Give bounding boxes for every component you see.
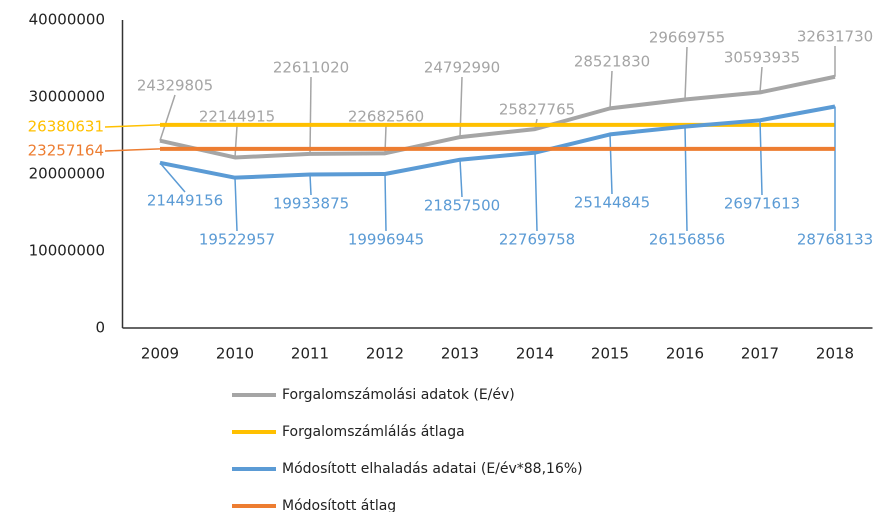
y-tick-label: 30000000: [29, 88, 105, 106]
data-label: 24792990: [424, 59, 500, 77]
data-label: 21449156: [147, 192, 223, 210]
data-label: 19522957: [199, 231, 275, 249]
leader-line: [309, 76, 312, 154]
leader-line: [459, 159, 463, 198]
y-tick-label: 40000000: [29, 11, 105, 29]
leader-line: [459, 76, 463, 138]
data-label: 25144845: [574, 194, 650, 212]
leader-line: [684, 126, 688, 232]
data-label: 26380631: [28, 118, 104, 136]
data-label: 25827765: [499, 101, 575, 119]
y-tick-label: 20000000: [29, 165, 105, 183]
data-label: 22769758: [499, 231, 575, 249]
series-line: [159, 74, 836, 160]
leader-line: [759, 120, 763, 196]
data-label: 21857500: [424, 197, 500, 215]
x-tick-label: 2011: [291, 345, 329, 363]
data-label: 28768133: [797, 231, 873, 249]
x-tick-label: 2009: [141, 345, 179, 363]
data-label: 19996945: [348, 231, 424, 249]
x-tick-label: 2017: [741, 345, 779, 363]
x-tick-label: 2012: [366, 345, 404, 363]
leader-line: [759, 66, 763, 93]
data-label: 29669755: [649, 29, 725, 47]
leader-line: [609, 70, 613, 109]
leader-line: [104, 124, 161, 128]
data-label: 19933875: [273, 195, 349, 213]
leader-line: [384, 174, 387, 232]
x-tick-label: 2014: [516, 345, 554, 363]
data-label: 22611020: [273, 59, 349, 77]
data-label: 30593935: [724, 49, 800, 67]
data-label: 22682560: [348, 108, 424, 126]
leader-line: [609, 134, 613, 195]
data-label: 28521830: [574, 53, 650, 71]
leader-line: [534, 152, 538, 232]
leader-line: [234, 177, 238, 232]
legend-label: Forgalomszámlálás átlaga: [282, 424, 465, 440]
leader-line: [234, 125, 238, 158]
data-label: 26156856: [649, 231, 725, 249]
series-line: [159, 104, 836, 180]
x-tick-label: 2018: [816, 345, 854, 363]
leader-line: [159, 162, 186, 193]
y-tick-label: 0: [95, 319, 105, 337]
data-label: 22144915: [199, 108, 275, 126]
data-label: 23257164: [28, 142, 104, 160]
data-label: 26971613: [724, 195, 800, 213]
data-label: 24329805: [137, 77, 213, 95]
y-tick-label: 10000000: [29, 242, 105, 260]
x-tick-label: 2015: [591, 345, 629, 363]
leader-line: [104, 148, 161, 152]
x-tick-label: 2016: [666, 345, 704, 363]
data-label: 32631730: [797, 28, 873, 46]
x-tick-label: 2013: [441, 345, 479, 363]
legend-label: Módosított átlag: [282, 498, 396, 512]
legend-label: Forgalomszámolási adatok (E/év): [282, 387, 515, 403]
leader-line: [159, 94, 176, 141]
leader-line: [684, 46, 688, 100]
legend-label: Módosított elhaladás adatai (E/év*88,16%…: [282, 461, 583, 477]
leader-line: [309, 174, 312, 196]
x-tick-label: 2010: [216, 345, 254, 363]
